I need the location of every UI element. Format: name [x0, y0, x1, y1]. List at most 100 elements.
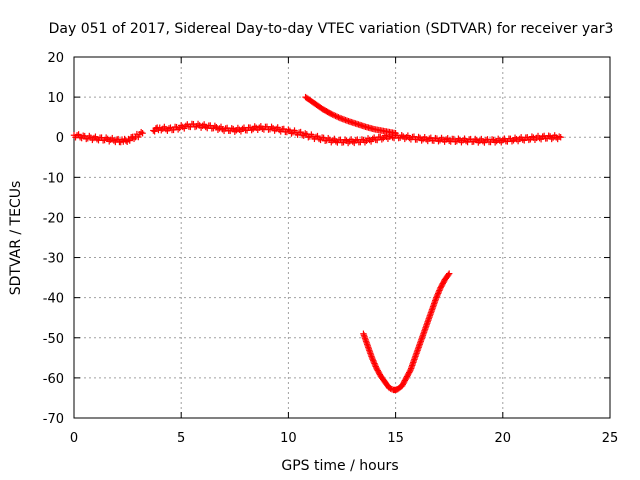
data-point-baseline-track	[369, 135, 376, 143]
chart-title: Day 051 of 2017, Sidereal Day-to-day VTE…	[49, 21, 614, 37]
data-point-baseline-track	[231, 128, 238, 135]
data-point-descending-branch	[392, 130, 399, 137]
x-tick-label: 0	[70, 431, 78, 446]
data-point-baseline-track	[508, 138, 516, 145]
data-point-dip	[385, 384, 393, 392]
data-point-baseline-track	[102, 134, 110, 141]
data-point-baseline-track	[415, 133, 422, 141]
y-tick-label: -60	[43, 372, 64, 387]
data-point-baseline-track	[332, 138, 340, 145]
data-point-baseline-track	[202, 123, 209, 131]
data-point-baseline-track	[179, 123, 186, 131]
data-point-baseline-track	[315, 135, 323, 143]
data-point-baseline-track	[90, 134, 98, 142]
data-point-dip	[436, 285, 444, 293]
y-tick-label: -30	[43, 252, 64, 267]
data-point-baseline-track	[418, 137, 425, 144]
data-point-dip	[434, 291, 441, 299]
data-point-dip	[371, 361, 379, 369]
data-point-baseline-track	[491, 139, 499, 146]
y-tick-label: 20	[47, 51, 64, 66]
data-point-dip	[446, 270, 453, 277]
data-point-dip	[369, 356, 376, 363]
data-point-baseline-track	[126, 137, 133, 144]
data-point-dip	[433, 293, 441, 300]
data-point-baseline-track	[511, 134, 519, 141]
x-tick-label: 10	[280, 431, 297, 446]
data-point-baseline-track	[139, 130, 146, 137]
data-point-baseline-track	[358, 136, 366, 143]
y-tick-label: 10	[47, 91, 64, 106]
data-point-dip	[387, 385, 394, 392]
data-point-dip	[406, 368, 414, 375]
data-point-dip	[370, 357, 377, 364]
data-point-dip	[436, 287, 443, 294]
x-tick-label: 5	[177, 431, 185, 446]
data-point-baseline-track	[191, 123, 199, 131]
y-axis-label: SDTVAR / TECUs	[8, 181, 24, 296]
data-point-baseline-track	[548, 135, 555, 143]
axes: 0 5 10 15 20 25 -70 -60 -50 -40 -30 -20 -10 0 10 20	[43, 51, 619, 446]
data-point-baseline-track	[455, 135, 462, 142]
y-tick-label: -20	[43, 211, 64, 226]
data-point-dip	[433, 294, 440, 301]
data-point-baseline-track	[158, 127, 165, 134]
data-point-baseline-track	[285, 126, 292, 133]
data-point-baseline-track	[398, 132, 405, 139]
data-point-baseline-track	[349, 138, 356, 145]
data-point-baseline-track	[151, 128, 158, 135]
y-tick-label: -70	[43, 412, 64, 427]
data-point-baseline-track	[288, 130, 295, 137]
x-axis-label: GPS time / hours	[281, 458, 398, 474]
data-point-dip	[434, 290, 442, 297]
grid	[74, 57, 610, 418]
data-point-baseline-track	[366, 136, 373, 144]
data-point-dip	[445, 271, 452, 279]
data-point-baseline-track	[557, 134, 564, 141]
data-point-baseline-track	[174, 126, 182, 133]
data-point-baseline-track	[239, 125, 246, 133]
data-point-baseline-track	[256, 124, 263, 131]
data-point-dip	[435, 288, 442, 296]
plot-border	[73, 56, 611, 419]
data-point-descending-branch	[335, 114, 342, 121]
data-point-baseline-track	[199, 122, 206, 130]
data-point-dip	[368, 354, 376, 362]
data-point-descending-branch	[330, 112, 338, 119]
data-point-baseline-track	[110, 137, 118, 144]
data-point-baseline-track	[135, 133, 142, 141]
data-points	[70, 93, 564, 394]
data-point-baseline-track	[499, 136, 506, 144]
data-point-baseline-track	[525, 136, 533, 144]
data-point-baseline-track	[75, 131, 82, 138]
data-point-baseline-track	[341, 136, 349, 143]
data-point-descending-branch	[329, 111, 336, 118]
data-point-baseline-track	[374, 136, 381, 144]
data-point-descending-branch	[332, 112, 339, 120]
data-point-baseline-track	[280, 125, 288, 133]
data-point-baseline-track	[452, 138, 459, 145]
data-point-baseline-track	[297, 128, 304, 136]
data-point-dip	[371, 360, 378, 367]
data-point-dip	[372, 363, 379, 370]
y-tick-label: -40	[43, 292, 64, 307]
data-point-baseline-track	[106, 138, 113, 145]
x-tick-label: 15	[387, 431, 404, 446]
x-tick-label: 25	[602, 431, 619, 446]
data-point-baseline-track	[479, 137, 487, 145]
data-point-baseline-track	[442, 136, 450, 143]
data-point-descending-branch	[333, 113, 341, 120]
data-point-dip	[370, 358, 378, 366]
data-point-baseline-track	[435, 138, 442, 145]
data-point-baseline-track	[406, 134, 413, 142]
data-point-baseline-track	[276, 126, 283, 134]
data-point-baseline-track	[302, 130, 309, 137]
data-point-baseline-track	[93, 135, 101, 143]
data-point-baseline-track	[555, 133, 563, 140]
data-point-descending-branch	[328, 110, 335, 118]
y-tick-label: -10	[43, 171, 64, 186]
data-point-baseline-track	[268, 123, 275, 131]
data-point-baseline-track	[248, 126, 255, 134]
data-point-baseline-track	[314, 132, 321, 140]
